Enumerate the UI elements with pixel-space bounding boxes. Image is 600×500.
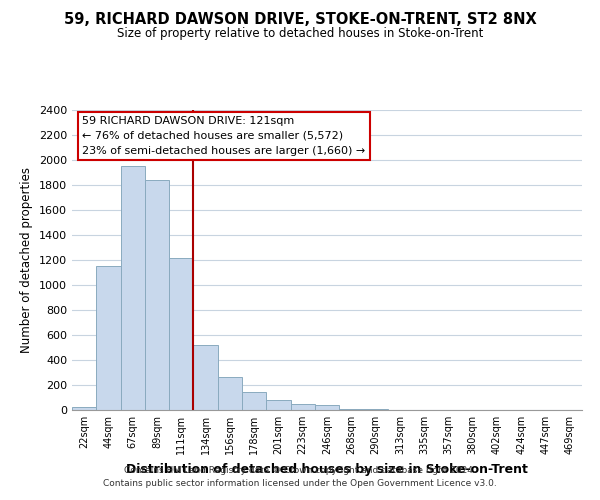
Bar bbox=[145, 180, 169, 410]
Bar bbox=[242, 392, 266, 410]
Bar bbox=[193, 345, 218, 410]
Bar bbox=[72, 407, 96, 410]
Y-axis label: Number of detached properties: Number of detached properties bbox=[20, 167, 34, 353]
Bar bbox=[96, 266, 121, 410]
Bar bbox=[290, 404, 315, 410]
Bar bbox=[315, 405, 339, 410]
Text: Contains HM Land Registry data © Crown copyright and database right 2024.
Contai: Contains HM Land Registry data © Crown c… bbox=[103, 466, 497, 487]
Text: 59, RICHARD DAWSON DRIVE, STOKE-ON-TRENT, ST2 8NX: 59, RICHARD DAWSON DRIVE, STOKE-ON-TRENT… bbox=[64, 12, 536, 28]
Bar bbox=[169, 258, 193, 410]
Bar bbox=[218, 377, 242, 410]
Bar bbox=[121, 166, 145, 410]
Text: Size of property relative to detached houses in Stoke-on-Trent: Size of property relative to detached ho… bbox=[117, 28, 483, 40]
X-axis label: Distribution of detached houses by size in Stoke-on-Trent: Distribution of detached houses by size … bbox=[126, 462, 528, 475]
Bar bbox=[339, 409, 364, 410]
Bar bbox=[266, 400, 290, 410]
Text: 59 RICHARD DAWSON DRIVE: 121sqm
← 76% of detached houses are smaller (5,572)
23%: 59 RICHARD DAWSON DRIVE: 121sqm ← 76% of… bbox=[82, 116, 365, 156]
